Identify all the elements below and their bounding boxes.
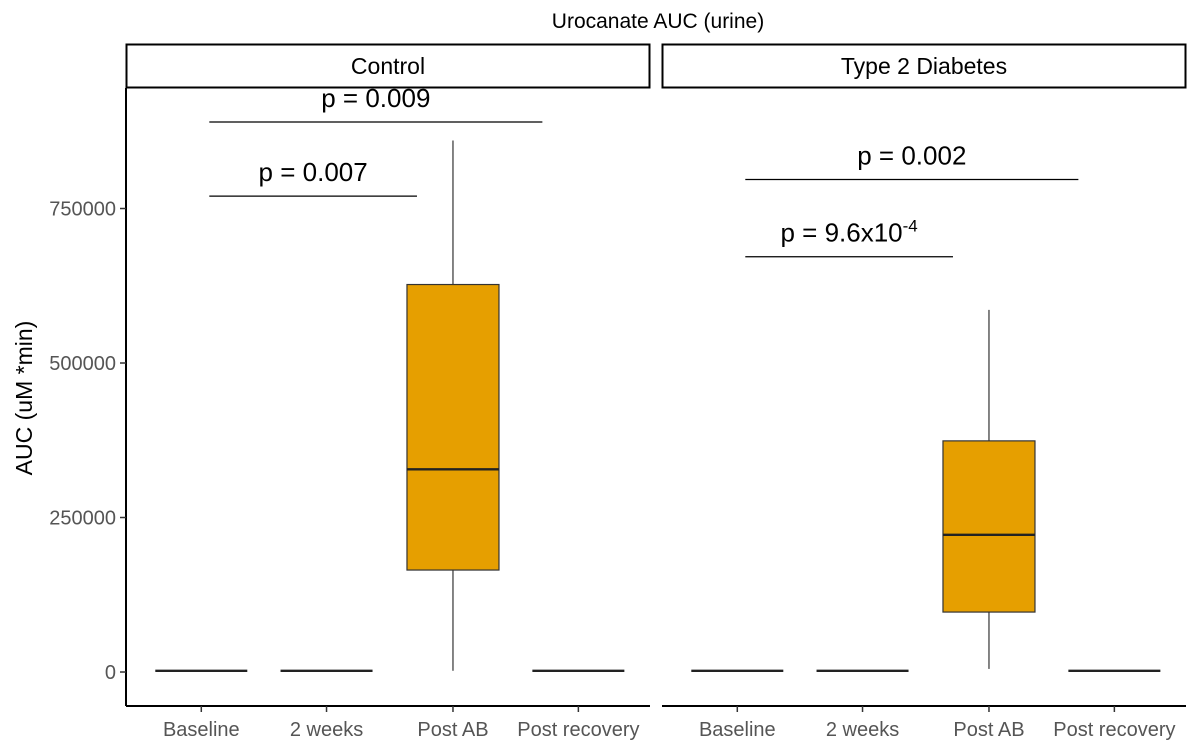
x-tick-label: 2 weeks <box>290 719 363 741</box>
p-value-label: p = 9.6x10-4 <box>780 217 917 248</box>
x-tick-label: Post recovery <box>517 719 639 741</box>
x-tick-label: Post AB <box>417 719 488 741</box>
p-value-label: p = 0.007 <box>259 157 368 187</box>
facet-strip <box>125 43 651 89</box>
y-tick-label: 0 <box>105 662 116 684</box>
y-tick-label: 250000 <box>49 508 116 530</box>
x-tick-label: Post recovery <box>1053 719 1175 741</box>
box-post-ab <box>942 309 1036 669</box>
box-post-ab <box>406 140 500 671</box>
p-value-label: p = 0.002 <box>857 140 966 170</box>
p-value-label: p = 0.009 <box>321 83 430 113</box>
x-tick-label: Baseline <box>699 719 776 741</box>
panel-1: Type 2 Diabetes Baseline 2 weeks Post AB Pos… <box>661 43 1187 741</box>
facet-strip <box>661 43 1187 89</box>
panel-0: Control 0 250000 500000 750000 Baseline 2 week… <box>49 43 651 741</box>
x-tick-label: Post AB <box>953 719 1024 741</box>
y-axis-label: AUC (uM *min) <box>11 321 37 476</box>
box-body <box>942 440 1036 613</box>
y-tick-label: 750000 <box>49 199 116 221</box>
panels-layer: Control 0 250000 500000 750000 Baseline 2 week… <box>49 43 1187 741</box>
facet-strip-label: Type 2 Diabetes <box>841 53 1007 79</box>
facet-strip-label: Control <box>351 53 425 79</box>
x-tick-label: Baseline <box>163 719 240 741</box>
chart-title: Urocanate AUC (urine) <box>552 10 764 33</box>
y-tick-label: 500000 <box>49 353 116 375</box>
x-tick-label: 2 weeks <box>826 719 899 741</box>
box-body <box>406 283 500 571</box>
